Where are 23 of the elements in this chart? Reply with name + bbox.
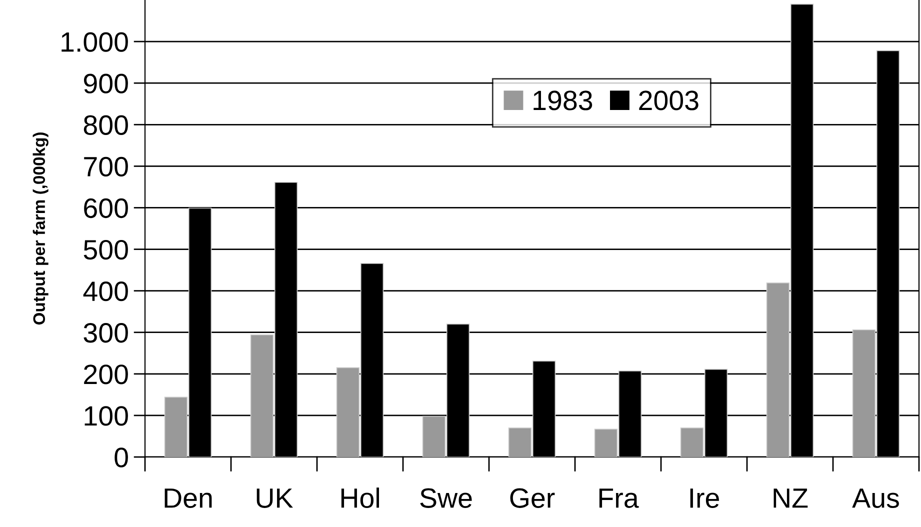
y-tick-label: 100 [84,406,128,426]
x-tick-label: NZ [774,488,808,508]
x-tick-label: Ger [510,488,555,508]
legend-label: 1983 [534,90,592,110]
y-tick-label: 800 [84,115,128,135]
legend-label: 2003 [639,90,698,110]
y-tick-label: 400 [83,281,128,302]
y-tick-label: 900 [84,74,128,94]
x-tick-label: Hol [341,488,379,508]
y-axis-title: Output per farm (,000kg) [32,132,48,325]
x-tick-label: Den [164,488,212,508]
y-tick-label: 1.000 [62,32,128,52]
x-tick-label: Swe [420,488,472,508]
y-tick-label: 0 [114,448,128,468]
x-tick-label: Ire [690,488,719,508]
y-tick-label: 200 [84,364,128,384]
y-tick-label: 500 [84,240,128,260]
x-tick-label: UK [256,488,293,508]
y-tick-label: 600 [84,198,128,218]
x-tick-label: Aus [852,488,899,508]
y-tick-label: 300 [84,323,128,343]
x-tick-label: Fra [599,488,639,508]
y-tick-label: 700 [84,156,128,177]
